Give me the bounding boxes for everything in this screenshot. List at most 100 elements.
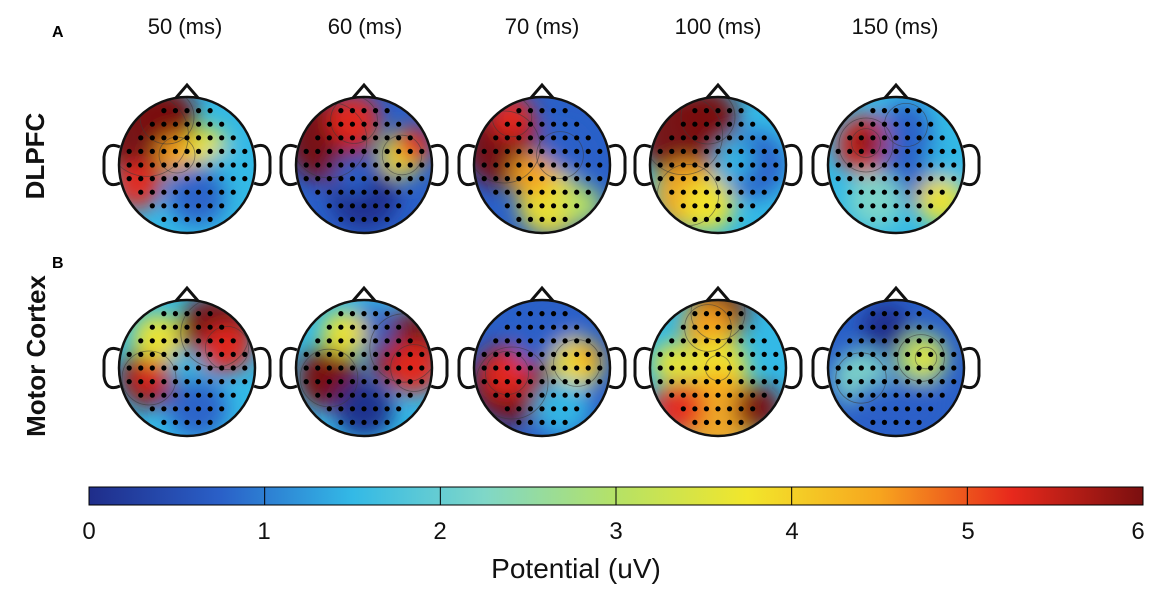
electrode-dot	[904, 351, 911, 357]
electrode-dot	[928, 121, 934, 127]
electrode-dot	[138, 379, 144, 385]
electrode-dot	[384, 392, 390, 398]
electrode-dot	[516, 392, 522, 398]
electrode-dot	[904, 311, 911, 317]
left-ear-outline	[457, 143, 476, 187]
electrode-dot	[372, 379, 379, 385]
electrode-dot	[539, 176, 545, 182]
electrode-dot	[172, 365, 179, 371]
electrode-dot	[161, 176, 167, 182]
electrode-dot	[680, 351, 686, 357]
electrode-dot	[881, 365, 888, 371]
electrode-dot	[893, 351, 899, 357]
electrode-dot	[669, 162, 675, 168]
electrode-dot	[574, 406, 580, 412]
electrode-dot	[761, 365, 767, 371]
electrode-dot	[858, 148, 864, 154]
colorbar-title: Potential (uV)	[491, 553, 661, 584]
electrode-dot	[149, 189, 155, 195]
electrode-dot	[326, 365, 332, 371]
electrode-dot	[384, 338, 390, 344]
electrode-dot	[407, 176, 413, 182]
electrode-dot	[161, 311, 167, 317]
electrode-dot	[669, 148, 675, 154]
electrode-dot	[574, 176, 580, 182]
electrode-dot	[315, 379, 321, 385]
electrode-dot	[539, 365, 545, 371]
electrode-dot	[372, 419, 379, 425]
electrode-dot	[326, 148, 332, 154]
electrode-dot	[680, 121, 686, 127]
electrode-dot	[527, 324, 534, 330]
electrode-dot	[372, 311, 379, 317]
electrode-dot	[893, 108, 899, 114]
electrode-dot	[539, 216, 545, 222]
electrode-dot	[184, 406, 190, 412]
electrode-dot	[242, 365, 248, 371]
electrode-dot	[715, 108, 721, 114]
electrode-dot	[881, 203, 888, 209]
electrode-dot	[692, 419, 698, 425]
electrode-dot	[870, 392, 876, 398]
electrode-dot	[195, 108, 202, 114]
electrode-dot	[858, 338, 864, 344]
electrode-dot	[847, 338, 853, 344]
electrode-dot	[858, 203, 864, 209]
electrode-dot	[161, 148, 167, 154]
electrode-dot	[703, 406, 710, 412]
electrode-dot	[738, 338, 744, 344]
electrode-dot	[715, 176, 721, 182]
electrode-dot	[230, 135, 236, 141]
electrode-dot	[242, 351, 248, 357]
electrode-dot	[692, 365, 698, 371]
electrode-dot	[184, 135, 190, 141]
electrode-dot	[715, 406, 721, 412]
electrode-dot	[726, 203, 733, 209]
electrode-dot	[916, 338, 922, 344]
electrode-dot	[372, 176, 379, 182]
electrode-dot	[916, 419, 922, 425]
electrode-dot	[539, 311, 545, 317]
electrode-dot	[916, 121, 922, 127]
electrode-dot	[527, 216, 534, 222]
electrode-dot	[372, 203, 379, 209]
electrode-dot	[504, 148, 510, 154]
electrode-dot	[207, 176, 213, 182]
topomap-dlpfc-0	[102, 82, 272, 235]
electrode-dot	[493, 338, 499, 344]
electrode-dot	[396, 148, 402, 154]
electrode-dot	[349, 365, 356, 371]
electrode-dot	[847, 351, 853, 357]
electrode-dot	[419, 176, 425, 182]
electrode-dot	[928, 338, 934, 344]
electrode-dot	[870, 216, 876, 222]
electrode-dot	[858, 189, 864, 195]
electrode-dot	[207, 108, 213, 114]
electrode-dot	[692, 392, 698, 398]
topomap-motor-cortex-4	[811, 285, 981, 438]
electrode-dot	[195, 203, 202, 209]
electrode-dot	[138, 392, 144, 398]
electrode-dot	[493, 351, 499, 357]
electrode-dot	[657, 162, 663, 168]
electrode-dot	[184, 419, 190, 425]
electrode-dot	[738, 108, 744, 114]
electrode-dot	[847, 379, 853, 385]
electrode-dot	[738, 406, 744, 412]
left-ear-outline	[102, 143, 121, 187]
electrode-dot	[680, 365, 686, 371]
electrode-dot	[858, 392, 864, 398]
electrode-dot	[172, 392, 179, 398]
electrode-dot	[527, 379, 534, 385]
electrode-dot	[916, 176, 922, 182]
electrode-dot	[773, 365, 779, 371]
electrode-dot	[315, 148, 321, 154]
electrode-dot	[562, 135, 568, 141]
electrode-dot	[172, 148, 179, 154]
electrode-dot	[597, 176, 603, 182]
electrode-dot	[715, 216, 721, 222]
electrode-dot	[172, 419, 179, 425]
electrode-dot	[692, 135, 698, 141]
electrode-dot	[516, 338, 522, 344]
